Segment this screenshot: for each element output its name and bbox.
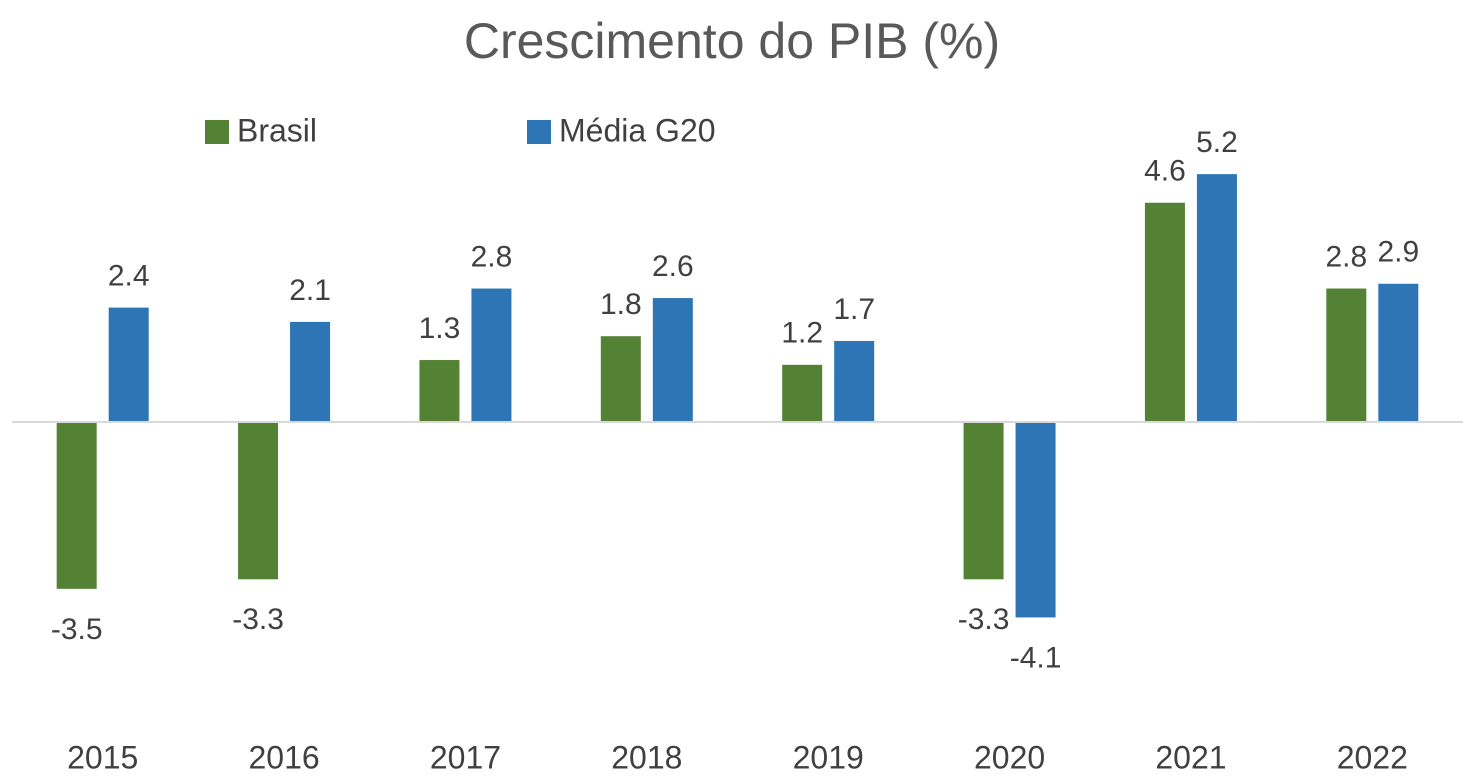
data-label: 2.9 <box>1377 236 1419 269</box>
data-label: 2.1 <box>289 274 331 307</box>
data-label: 2.6 <box>652 250 694 283</box>
x-tick-label: 2016 <box>248 739 319 775</box>
bar <box>1326 288 1367 422</box>
bar <box>238 422 279 580</box>
data-label: -3.3 <box>958 603 1010 636</box>
data-label: 2.4 <box>108 260 150 293</box>
data-label: 1.3 <box>419 312 461 345</box>
bar <box>1196 174 1237 422</box>
legend-label: Brasil <box>237 112 317 148</box>
bar <box>652 298 693 422</box>
x-tick-label: 2017 <box>430 739 501 775</box>
x-tick-label: 2021 <box>1155 739 1226 775</box>
data-label: 5.2 <box>1196 126 1238 159</box>
x-tick-label: 2022 <box>1337 739 1408 775</box>
data-label: -3.3 <box>232 603 284 636</box>
x-tick-label: 2018 <box>611 739 682 775</box>
x-tick-label: 2020 <box>974 739 1045 775</box>
data-label: 1.8 <box>600 288 642 321</box>
bar <box>782 364 823 422</box>
data-label: 1.2 <box>781 317 823 350</box>
bar <box>108 307 149 422</box>
bar <box>471 288 512 422</box>
legend-swatch <box>527 120 551 144</box>
data-label: -3.5 <box>51 613 103 646</box>
bar <box>419 360 460 422</box>
bar <box>963 422 1004 580</box>
chart-title: Crescimento do PIB (%) <box>464 13 1000 69</box>
legend-swatch <box>205 120 229 144</box>
bar <box>290 321 331 422</box>
data-label: -4.1 <box>1010 641 1062 674</box>
x-tick-label: 2019 <box>793 739 864 775</box>
bar <box>56 422 97 589</box>
bar <box>1015 422 1056 618</box>
data-label: 4.6 <box>1144 155 1186 188</box>
data-label: 1.7 <box>833 293 875 326</box>
data-label: 2.8 <box>471 240 513 273</box>
x-tick-label: 2015 <box>67 739 138 775</box>
data-label: 2.8 <box>1325 240 1367 273</box>
bar <box>1378 283 1419 422</box>
legend-label: Média G20 <box>559 112 716 148</box>
bar <box>1144 202 1185 422</box>
bar <box>600 336 641 422</box>
bar <box>834 340 875 422</box>
